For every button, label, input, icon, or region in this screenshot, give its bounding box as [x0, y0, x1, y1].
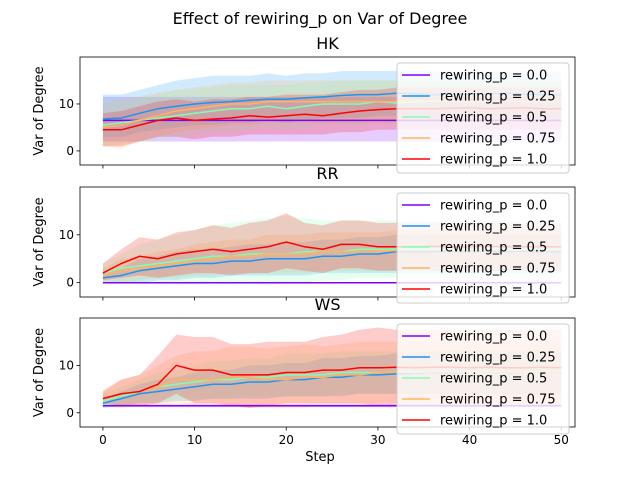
- legend-label: rewiring_p = 0.25: [440, 90, 556, 105]
- y-tick-label: 10: [59, 228, 74, 242]
- legend-label: rewiring_p = 1.0: [440, 283, 547, 298]
- legend-label: rewiring_p = 0.0: [440, 69, 547, 84]
- legend-frame: [396, 323, 570, 435]
- legend-label: rewiring_p = 0.0: [440, 330, 547, 345]
- y-tick-label: 0: [66, 144, 74, 158]
- panel-title: HK: [316, 34, 339, 53]
- y-axis-label: Var of Degree: [32, 66, 47, 155]
- legend-label: rewiring_p = 0.75: [440, 132, 556, 147]
- legend-label: rewiring_p = 0.75: [440, 393, 556, 408]
- legend-label: rewiring_p = 1.0: [440, 153, 547, 168]
- y-tick-label: 0: [66, 406, 74, 420]
- x-tick-label: 40: [462, 433, 477, 447]
- legend-label: rewiring_p = 0.25: [440, 220, 556, 235]
- figure-suptitle: Effect of rewiring_p on Var of Degree: [173, 9, 468, 29]
- legend-label: rewiring_p = 1.0: [440, 414, 547, 429]
- x-axis-label: Step: [305, 450, 335, 465]
- y-tick-label: 0: [66, 276, 74, 290]
- legend-label: rewiring_p = 0.25: [440, 351, 556, 366]
- x-tick-label: 50: [554, 433, 569, 447]
- legend-label: rewiring_p = 0.75: [440, 262, 556, 277]
- legend: rewiring_p = 0.0 rewiring_p = 0.25 rewirin…: [396, 62, 570, 174]
- legend-label: rewiring_p = 0.0: [440, 199, 547, 214]
- legend-label: rewiring_p = 0.5: [440, 241, 547, 256]
- legend-label: rewiring_p = 0.5: [440, 111, 547, 126]
- y-tick-label: 10: [59, 358, 74, 372]
- legend-label: rewiring_p = 0.5: [440, 372, 547, 387]
- y-axis-label: Var of Degree: [32, 328, 47, 417]
- x-tick-label: 20: [279, 433, 294, 447]
- panel-title: WS: [315, 295, 341, 314]
- y-tick-label: 10: [59, 97, 74, 111]
- panel-ws: 0 10 0 10 20 30 40 50 WS Var of Degree rewiring_p …: [32, 295, 576, 447]
- y-axis-label: Var of Degree: [32, 197, 47, 286]
- legend-frame: [396, 192, 570, 304]
- axes-frame: [79, 56, 576, 166]
- x-tick-label: 30: [370, 433, 385, 447]
- panel-title: RR: [316, 164, 338, 183]
- legend: rewiring_p = 0.0 rewiring_p = 0.25 rewirin…: [396, 323, 570, 435]
- x-tick-label: 0: [99, 433, 107, 447]
- legend-frame: [396, 62, 570, 174]
- x-tick-label: 10: [187, 433, 202, 447]
- legend: rewiring_p = 0.0 rewiring_p = 0.25 rewirin…: [396, 192, 570, 304]
- axes-frame: [79, 186, 576, 298]
- axes-frame: [79, 317, 576, 428]
